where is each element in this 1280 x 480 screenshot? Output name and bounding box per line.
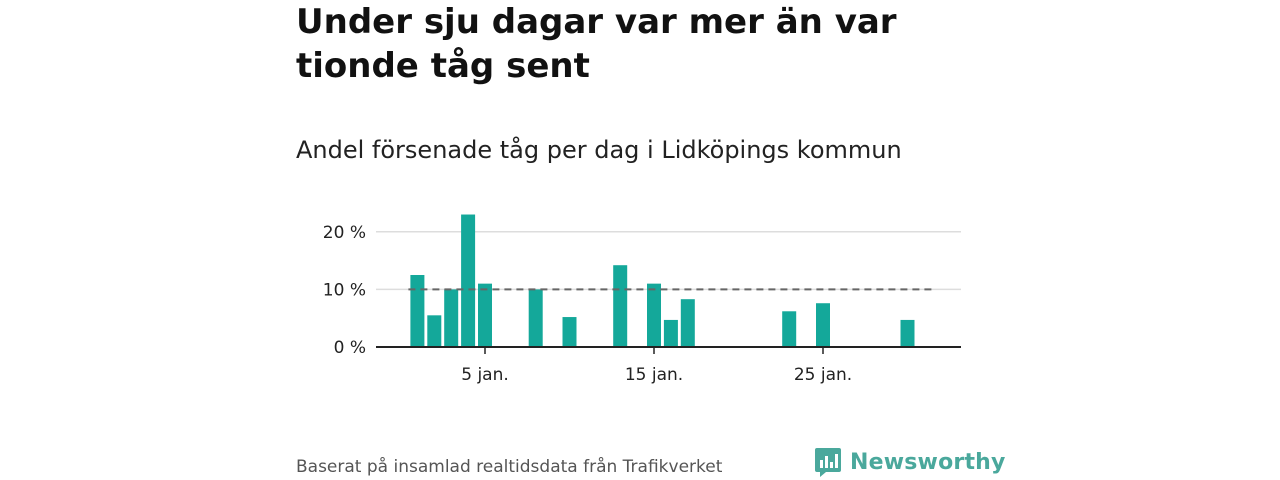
bar <box>461 214 476 347</box>
bar <box>680 299 695 347</box>
bar <box>427 315 442 347</box>
x-tick-label: 15 jan. <box>625 365 683 385</box>
source-note: Baserat på insamlad realtidsdata från Tr… <box>296 457 723 477</box>
y-tick-label: 0 % <box>334 338 366 358</box>
bar <box>528 289 543 347</box>
chart-title: Under sju dagar var mer än var tionde tå… <box>296 2 897 86</box>
bar <box>782 311 797 347</box>
axes: 0 % 10 % 20 % 5 jan. 15 jan. 25 jan. <box>323 223 961 385</box>
bar <box>410 275 425 347</box>
brand-name: Newsworthy <box>850 449 1006 475</box>
newsworthy-logo-icon <box>815 448 841 477</box>
chart-subtitle: Andel försenade tåg per dag i Lidköpings… <box>296 136 902 164</box>
bar <box>444 289 459 347</box>
bar <box>647 283 661 347</box>
bar <box>900 319 915 347</box>
bar <box>562 317 577 347</box>
x-tick-label: 5 jan. <box>461 365 509 385</box>
x-tick-label: 25 jan. <box>794 365 852 385</box>
newsworthy-logo: Newsworthy <box>814 446 1006 478</box>
bars <box>410 214 915 347</box>
bar <box>663 319 678 347</box>
bar <box>816 303 830 347</box>
y-tick-label: 20 % <box>323 223 366 243</box>
bar <box>478 283 492 347</box>
bar <box>613 265 628 347</box>
bar-chart: 0 % 10 % 20 % 5 jan. 15 jan. 25 jan. <box>323 214 961 385</box>
y-tick-label: 10 % <box>323 280 366 300</box>
